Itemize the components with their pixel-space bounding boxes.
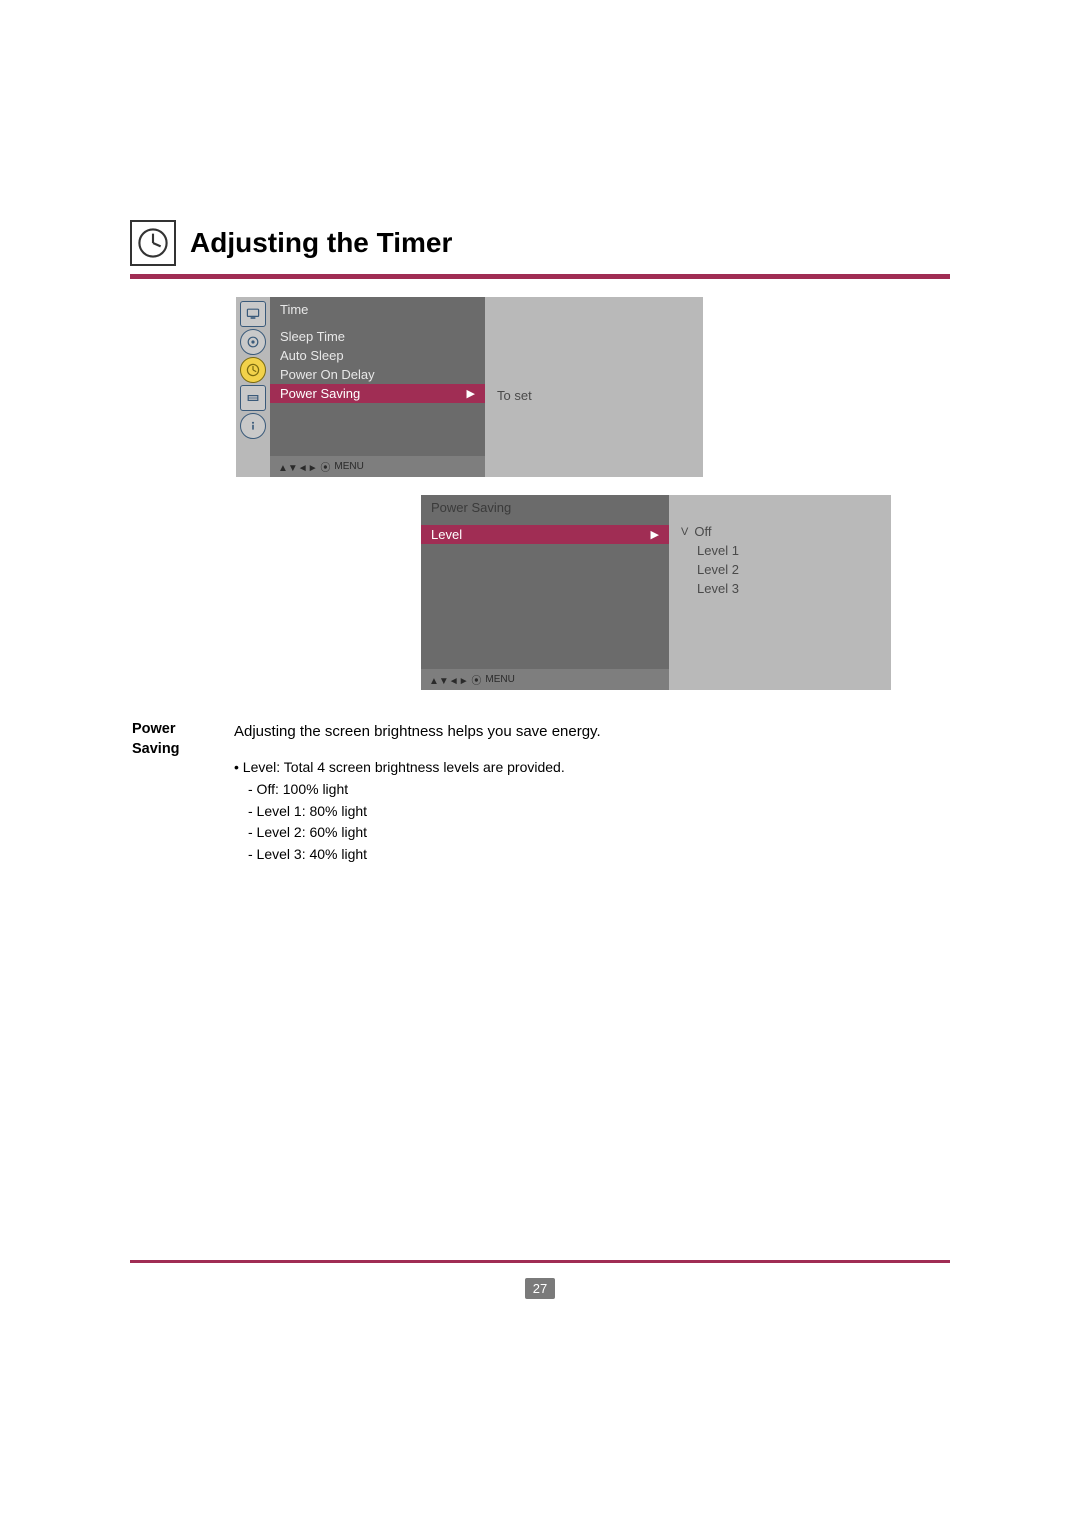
clock-icon xyxy=(130,220,176,266)
osd-nav-column xyxy=(236,297,270,477)
menu-item-label: Level xyxy=(431,527,462,542)
spacer xyxy=(485,302,703,386)
osd-value-column: To set xyxy=(485,297,703,477)
osd-time-menu: Time Sleep Time Auto Sleep Power On Dela… xyxy=(236,297,706,477)
menu-item-selected: Level ▶ xyxy=(421,525,669,544)
osd-footer: ▲▼◄► ⦿ MENU xyxy=(421,669,669,690)
info-icon xyxy=(240,413,266,439)
menu-item-label: Power On Delay xyxy=(280,367,375,382)
target-icon xyxy=(240,329,266,355)
chevron-right-icon: ▶ xyxy=(651,528,659,541)
menu-item-label: Auto Sleep xyxy=(280,348,344,363)
osd-menu-list: Power Saving Level ▶ ▲▼◄► ⦿ MENU xyxy=(421,495,669,690)
menu-item-label: Sleep Time xyxy=(280,329,345,344)
clock-small-icon xyxy=(240,357,266,383)
osd-value-column: V Off Level 1 Level 2 Level 3 xyxy=(669,495,891,690)
option-label: Off xyxy=(694,524,711,539)
description-block: Power Saving Adjusting the screen bright… xyxy=(132,720,950,866)
label-line: Saving xyxy=(132,740,214,760)
chevron-right-icon: ▶ xyxy=(467,387,475,400)
menu-label: MENU xyxy=(485,674,514,685)
menu-item: Power On Delay xyxy=(270,365,485,384)
osd-menu-title: Time xyxy=(270,297,485,327)
label-line: Power xyxy=(132,720,214,740)
divider-bottom xyxy=(130,1260,950,1263)
check-icon: V xyxy=(681,526,688,538)
menu-item-selected: Power Saving ▶ xyxy=(270,384,485,403)
description-intro: Adjusting the screen brightness helps yo… xyxy=(234,720,601,743)
osd-value: To set xyxy=(485,386,703,405)
menu-item-label: Power Saving xyxy=(280,386,360,401)
bullet-item: - Off: 100% light xyxy=(234,779,601,801)
osd-option: V Off xyxy=(669,522,891,541)
divider-top xyxy=(130,274,950,279)
monitor-icon xyxy=(240,301,266,327)
nav-symbols: ▲▼◄► ⦿ xyxy=(278,459,330,474)
osd-option: Level 1 xyxy=(669,541,891,560)
rect-icon xyxy=(240,385,266,411)
menu-item: Auto Sleep xyxy=(270,346,485,365)
bullet-item: - Level 2: 60% light xyxy=(234,822,601,844)
description-body: Adjusting the screen brightness helps yo… xyxy=(234,720,601,866)
osd-menu-list: Time Sleep Time Auto Sleep Power On Dela… xyxy=(270,297,485,477)
description-bullets: • Level: Total 4 screen brightness level… xyxy=(234,757,601,865)
page-content: Adjusting the Timer xyxy=(130,220,950,866)
nav-symbols: ▲▼◄► ⦿ xyxy=(429,672,481,687)
osd-option: Level 3 xyxy=(669,579,891,598)
description-label: Power Saving xyxy=(132,720,214,866)
menu-label: MENU xyxy=(334,461,363,472)
page-title: Adjusting the Timer xyxy=(190,227,452,259)
bullet-item: - Level 1: 80% light xyxy=(234,801,601,823)
header: Adjusting the Timer xyxy=(130,220,950,266)
spacer xyxy=(669,500,891,522)
osd-footer: ▲▼◄► ⦿ MENU xyxy=(270,456,485,477)
menu-item: Sleep Time xyxy=(270,327,485,346)
osd-power-saving-menu: Power Saving Level ▶ ▲▼◄► ⦿ MENU V Off L… xyxy=(421,495,891,690)
osd-option: Level 2 xyxy=(669,560,891,579)
page-number: 27 xyxy=(0,1278,1080,1299)
bullet-item: - Level 3: 40% light xyxy=(234,844,601,866)
osd-screenshots: Time Sleep Time Auto Sleep Power On Dela… xyxy=(236,297,950,690)
bullet-head: • Level: Total 4 screen brightness level… xyxy=(234,757,601,779)
osd-menu-title: Power Saving xyxy=(421,495,669,525)
